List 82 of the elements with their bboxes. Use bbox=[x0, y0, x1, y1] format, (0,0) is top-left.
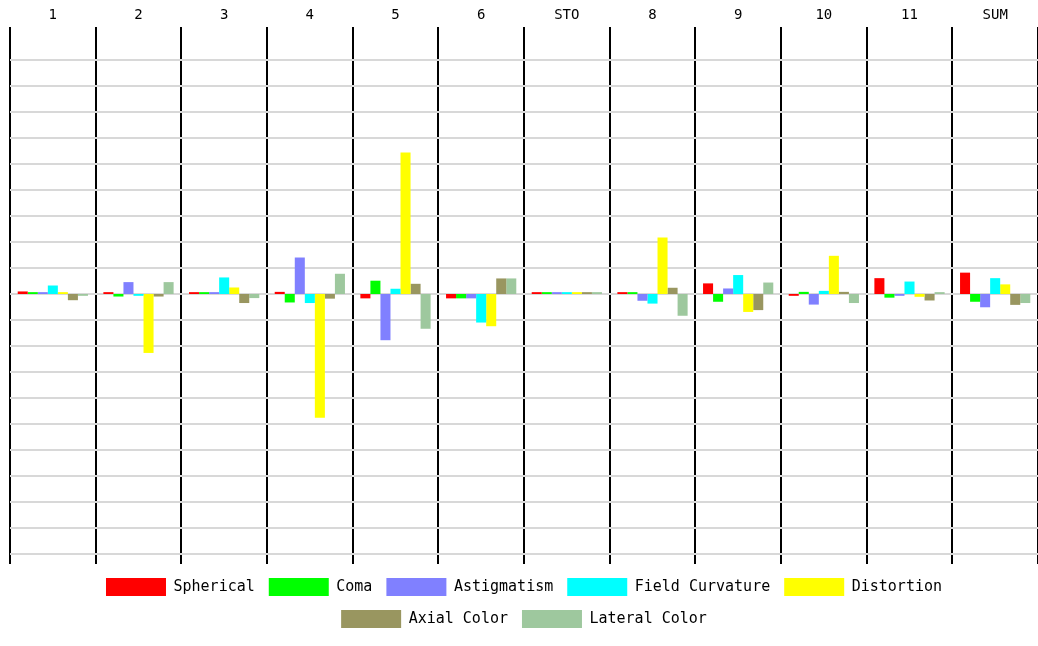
bar bbox=[163, 282, 174, 294]
bar bbox=[304, 293, 315, 304]
x-tick-label: STO bbox=[554, 6, 580, 23]
x-tick-label: 5 bbox=[391, 6, 400, 23]
legend-label: Spherical bbox=[173, 576, 255, 595]
bar bbox=[486, 293, 497, 327]
bar bbox=[219, 277, 230, 294]
bar bbox=[496, 278, 507, 294]
bar bbox=[980, 293, 991, 308]
legend-label: Coma bbox=[336, 576, 373, 595]
bar bbox=[123, 282, 134, 294]
bar bbox=[17, 291, 28, 294]
bar bbox=[848, 293, 859, 304]
x-tick-label: 6 bbox=[476, 6, 486, 23]
bar bbox=[753, 293, 764, 311]
bar bbox=[657, 237, 668, 294]
bar bbox=[874, 278, 885, 294]
bar bbox=[838, 291, 849, 294]
x-tick-label: 2 bbox=[134, 6, 143, 23]
x-tick-label: 11 bbox=[901, 6, 918, 23]
bar bbox=[47, 285, 58, 294]
bar bbox=[763, 282, 774, 294]
bar bbox=[713, 293, 724, 302]
x-tick-label: 10 bbox=[815, 6, 833, 23]
legend-label: Axial Color bbox=[408, 608, 508, 627]
bar bbox=[143, 293, 154, 353]
bar bbox=[466, 293, 477, 299]
bar bbox=[904, 281, 915, 294]
bar bbox=[410, 283, 421, 294]
bar bbox=[506, 278, 517, 294]
bar bbox=[284, 293, 295, 303]
x-tick-label: SUM bbox=[982, 6, 1008, 23]
bar bbox=[884, 293, 895, 298]
x-tick-label: 4 bbox=[305, 6, 315, 23]
bar bbox=[249, 293, 260, 299]
legend-label: Field Curvature bbox=[634, 576, 771, 595]
bar bbox=[990, 278, 1001, 294]
bar bbox=[798, 291, 809, 294]
bar bbox=[370, 280, 381, 294]
bar bbox=[294, 257, 305, 294]
bar bbox=[723, 288, 734, 294]
bar bbox=[818, 290, 829, 294]
bar bbox=[274, 291, 285, 294]
bar bbox=[229, 287, 240, 294]
bar bbox=[677, 293, 688, 316]
x-tick-label: 1 bbox=[48, 6, 58, 23]
bar bbox=[667, 287, 678, 294]
bar bbox=[1010, 293, 1021, 305]
bar bbox=[324, 293, 335, 299]
bar bbox=[334, 273, 345, 294]
bar bbox=[1020, 293, 1031, 304]
bar bbox=[960, 272, 971, 294]
bar bbox=[113, 293, 124, 297]
bar bbox=[637, 293, 648, 301]
x-tick-label: 9 bbox=[733, 6, 743, 23]
x-tick-label: 8 bbox=[648, 6, 657, 23]
legend-label: Lateral Color bbox=[589, 608, 707, 627]
bar bbox=[153, 293, 164, 297]
legend-label: Astigmatism bbox=[453, 576, 554, 595]
bar bbox=[456, 293, 467, 299]
bar bbox=[703, 283, 714, 294]
bar bbox=[808, 293, 819, 305]
bar bbox=[647, 293, 658, 304]
bar bbox=[400, 152, 411, 294]
bar bbox=[380, 293, 391, 341]
bar bbox=[970, 293, 981, 302]
bar bbox=[314, 293, 325, 418]
bar bbox=[446, 293, 457, 299]
bar bbox=[1000, 284, 1011, 294]
bar bbox=[828, 255, 839, 294]
bar bbox=[360, 293, 371, 299]
bar bbox=[733, 275, 744, 294]
bar bbox=[743, 293, 754, 312]
bar bbox=[420, 293, 431, 329]
bar bbox=[390, 288, 401, 294]
legend-label: Distortion bbox=[851, 576, 943, 595]
bar bbox=[924, 293, 935, 301]
bar bbox=[67, 293, 78, 301]
bar bbox=[476, 293, 487, 323]
bar bbox=[914, 293, 925, 297]
x-tick-label: 3 bbox=[219, 6, 229, 23]
bar bbox=[239, 293, 250, 304]
